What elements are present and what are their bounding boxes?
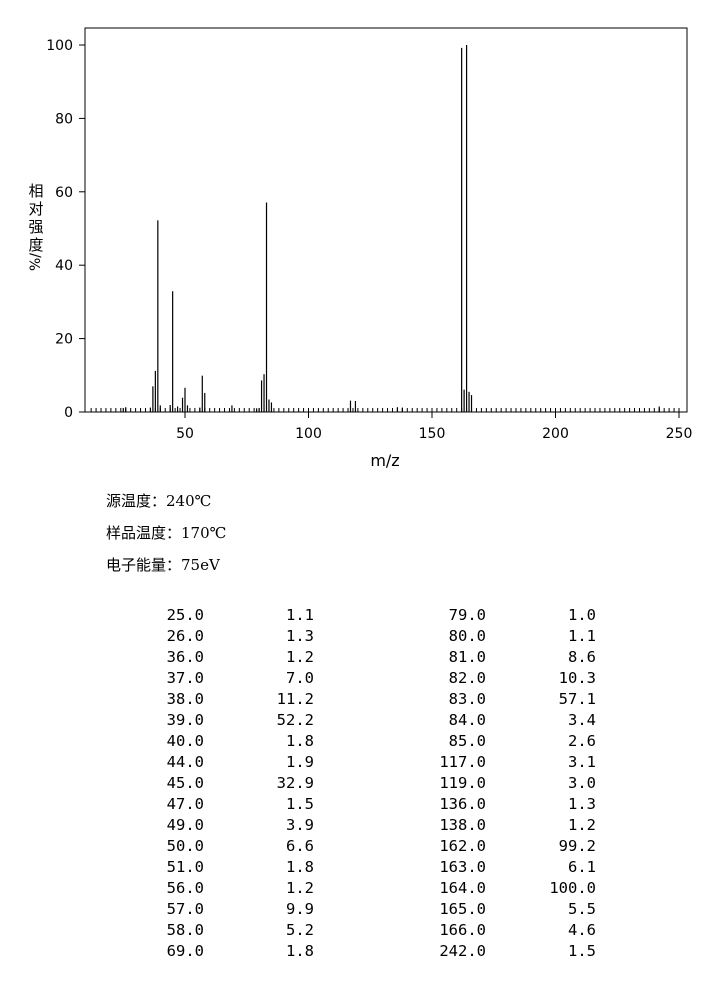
intensity-value: 1.5 [286, 795, 314, 813]
intensity-value: 5.2 [286, 921, 314, 939]
mz-value: 50.0 [166, 837, 204, 855]
mz-value: 136.0 [439, 795, 486, 813]
intensity-value: 6.1 [568, 858, 596, 876]
mz-value: 162.0 [439, 837, 486, 855]
intensity-value: 1.2 [568, 816, 596, 834]
sample-temperature: 样品温度：170℃ [106, 524, 227, 542]
intensity-value: 1.2 [286, 648, 314, 666]
mz-value: 79.0 [448, 606, 486, 624]
y-axis-ticks: 0 20 40 60 80 100 [46, 38, 85, 421]
electron-energy: 电子能量：75eV [106, 556, 220, 574]
intensity-value: 7.0 [286, 669, 314, 687]
y-axis-label-unit: %/ [28, 253, 44, 271]
mz-value: 25.0 [166, 606, 204, 624]
mz-value: 119.0 [439, 774, 486, 792]
mz-value: 26.0 [166, 627, 204, 645]
mz-value: 47.0 [166, 795, 204, 813]
mz-value: 69.0 [166, 942, 204, 960]
intensity-value: 1.2 [286, 879, 314, 897]
y-tick-label: 60 [55, 185, 73, 201]
mz-value: 37.0 [166, 669, 204, 687]
intensity-value: 4.6 [568, 921, 596, 939]
x-tick-label: 250 [666, 426, 693, 442]
y-axis-label-char: 度 [28, 236, 43, 254]
intensity-value: 11.2 [276, 690, 314, 708]
plot-frame [84, 27, 688, 413]
y-tick-label: 40 [55, 258, 73, 274]
mz-value: 49.0 [166, 816, 204, 834]
intensity-value: 1.8 [286, 858, 314, 876]
mz-value: 80.0 [448, 627, 486, 645]
intensity-value: 1.3 [286, 627, 314, 645]
intensity-value: 2.6 [568, 732, 596, 750]
mz-value: 164.0 [439, 879, 486, 897]
mz-value: 45.0 [166, 774, 204, 792]
intensity-value: 3.1 [568, 753, 596, 771]
intensity-value: 1.1 [568, 627, 596, 645]
y-axis-label-char: 强 [28, 218, 43, 236]
intensity-value: 57.1 [558, 690, 596, 708]
intensity-value: 3.9 [286, 816, 314, 834]
x-axis-ticks: 50 100 150 200 250 [176, 412, 692, 442]
mz-value: 84.0 [448, 711, 486, 729]
intensity-value: 99.2 [558, 837, 596, 855]
mz-value: 165.0 [439, 900, 486, 918]
mz-value: 58.0 [166, 921, 204, 939]
y-axis-label-char: 对 [28, 200, 43, 218]
x-tick-label: 150 [419, 426, 446, 442]
mz-value: 163.0 [439, 858, 486, 876]
y-axis-label-char: 相 [28, 182, 43, 200]
intensity-value: 5.5 [568, 900, 596, 918]
intensity-value: 1.5 [568, 942, 596, 960]
intensity-value: 1.8 [286, 732, 314, 750]
y-tick-label: 20 [55, 332, 73, 348]
peak-bars [122, 45, 660, 412]
y-tick-label: 80 [55, 111, 73, 127]
minor-ticks [90, 408, 680, 412]
intensity-value: 1.9 [286, 753, 314, 771]
intensity-value: 1.3 [568, 795, 596, 813]
mz-value: 51.0 [166, 858, 204, 876]
intensity-value: 8.6 [568, 648, 596, 666]
mz-value: 117.0 [439, 753, 486, 771]
mz-value: 82.0 [448, 669, 486, 687]
x-tick-label: 100 [295, 426, 322, 442]
intensity-value: 100.0 [549, 879, 596, 897]
y-tick-label: 100 [46, 38, 73, 54]
mz-value: 81.0 [448, 648, 486, 666]
intensity-value: 9.9 [286, 900, 314, 918]
source-temperature: 源温度：240℃ [106, 492, 212, 510]
mz-value: 166.0 [439, 921, 486, 939]
x-axis-label: m/z [370, 451, 399, 470]
mz-value: 242.0 [439, 942, 486, 960]
intensity-value: 3.0 [568, 774, 596, 792]
mz-value: 57.0 [166, 900, 204, 918]
mz-value: 44.0 [166, 753, 204, 771]
mz-value: 83.0 [448, 690, 486, 708]
intensity-value: 1.0 [568, 606, 596, 624]
x-tick-label: 50 [176, 426, 194, 442]
mz-value: 38.0 [166, 690, 204, 708]
mz-value: 40.0 [166, 732, 204, 750]
intensity-value: 52.2 [276, 711, 314, 729]
intensity-value: 1.8 [286, 942, 314, 960]
intensity-value: 10.3 [558, 669, 596, 687]
intensity-value: 6.6 [286, 837, 314, 855]
mz-value: 138.0 [439, 816, 486, 834]
mz-value: 85.0 [448, 732, 486, 750]
intensity-value: 3.4 [568, 711, 596, 729]
mz-value: 36.0 [166, 648, 204, 666]
intensity-value: 32.9 [276, 774, 314, 792]
mz-value: 56.0 [166, 879, 204, 897]
intensity-value: 1.1 [286, 606, 314, 624]
mz-value: 39.0 [166, 711, 204, 729]
y-tick-label: 0 [64, 405, 73, 421]
x-tick-label: 200 [542, 426, 569, 442]
